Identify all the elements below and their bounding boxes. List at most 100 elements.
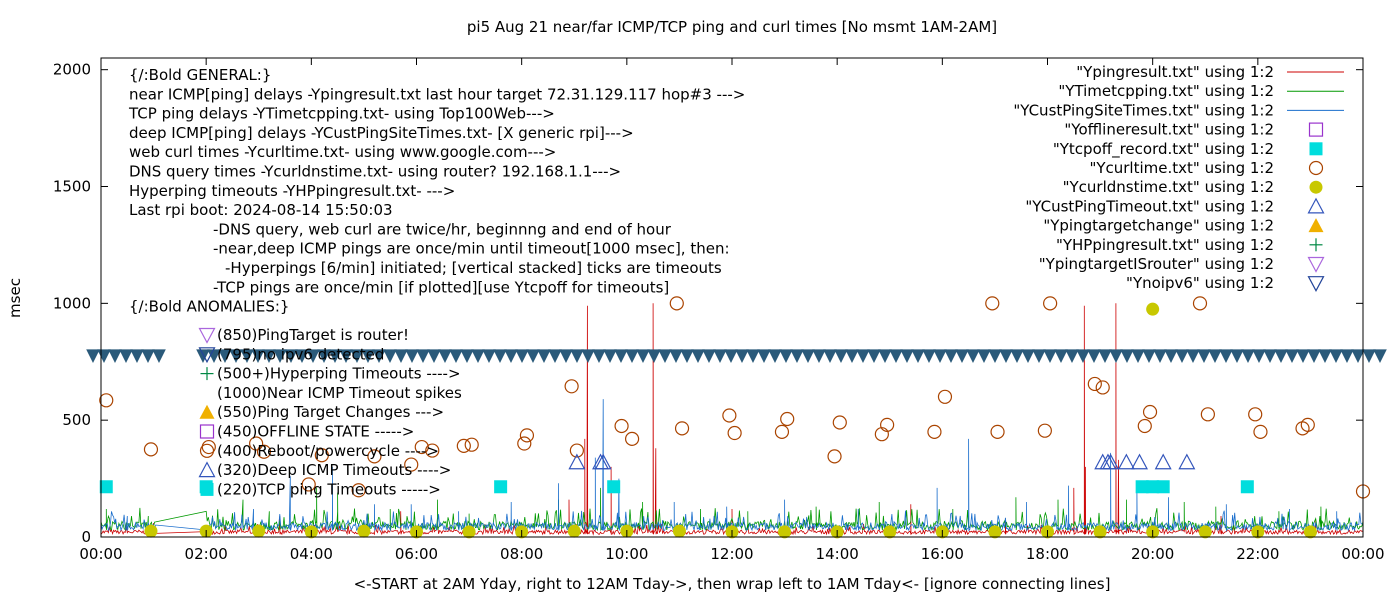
curl-time-point: [937, 389, 953, 404]
noipv6-marker: [845, 349, 859, 364]
noipv6-marker: [955, 349, 969, 364]
curl-time-point: [564, 379, 579, 394]
noipv6-marker: [713, 349, 727, 364]
anomaly-marker: [200, 482, 214, 496]
tcp-timeout-point: [1240, 480, 1254, 494]
noipv6-marker: [735, 349, 749, 364]
noipv6-marker: [1032, 349, 1046, 364]
x-tick-label: 16:00: [921, 545, 964, 563]
legend-marker-swatch: [1307, 256, 1325, 273]
dns-time-point: [252, 524, 266, 538]
x-tick-label: 00:00: [1341, 545, 1384, 563]
curl-time-point: [351, 483, 366, 498]
noipv6-marker: [878, 349, 892, 364]
annotation-line: Hyperping timeouts -YHPpingresult.txt- -…: [129, 182, 455, 200]
dns-time-point: [1198, 525, 1212, 539]
noipv6-marker: [988, 349, 1002, 364]
noipv6-marker: [559, 349, 573, 364]
curl-time-point: [256, 444, 272, 459]
noipv6-marker: [493, 349, 507, 364]
y-axis-label: msec: [6, 278, 24, 318]
noipv6-marker: [812, 349, 826, 364]
legend-marker-swatch: [1308, 218, 1324, 233]
noipv6-marker: [1065, 349, 1079, 364]
curl-time-point: [674, 421, 690, 436]
noipv6-marker: [482, 349, 496, 364]
annotation-line: deep ICMP[ping] delays -YCustPingSiteTim…: [129, 124, 634, 142]
noipv6-marker: [1131, 349, 1145, 364]
anomaly-label: (400)Reboot/powercycle ---->: [217, 442, 439, 460]
noipv6-marker: [1153, 349, 1167, 364]
legend-marker-swatch: [1309, 238, 1323, 252]
annotation-block: {/:Bold GENERAL:}near ICMP[ping] delays …: [128, 66, 745, 316]
y-tick-label: 2000: [53, 61, 91, 79]
noipv6-marker: [1296, 349, 1310, 364]
noipv6-marker: [372, 349, 386, 364]
x-tick-label: 22:00: [1236, 545, 1279, 563]
dns-time-point: [1303, 525, 1317, 539]
annotation-line: {/:Bold ANOMALIES:}: [129, 298, 289, 316]
annotation-line: -TCP pings are once/min [if plotted][use…: [213, 278, 669, 296]
noipv6-marker: [460, 349, 474, 364]
noipv6-marker: [350, 349, 364, 364]
noipv6-marker: [658, 349, 672, 364]
noipv6-marker: [1362, 349, 1376, 364]
noipv6-marker: [229, 349, 243, 364]
legend-label: "YpingtargetISrouter" using 1:2: [1039, 255, 1274, 273]
x-tick-label: 18:00: [1026, 545, 1069, 563]
noipv6-marker: [746, 349, 760, 364]
noipv6-marker: [97, 349, 111, 364]
anomaly-marker: [199, 424, 215, 439]
legend-label: "Ynoipv6" using 1:2: [1126, 274, 1274, 292]
curl-time-point: [1192, 296, 1208, 311]
noipv6-marker: [108, 349, 122, 364]
noipv6-marker: [647, 349, 661, 364]
tcp-timeout-point: [1135, 480, 1149, 494]
axis-ticks: 00:00 02:00 04:00 06:00 08:00 10:00 12:00 14:00…: [53, 58, 1385, 563]
noipv6-marker: [240, 349, 254, 364]
noipv6-marker: [1098, 349, 1112, 364]
curl-time-point: [780, 411, 795, 427]
curl-time-point: [827, 449, 842, 464]
noipv6-marker: [1164, 349, 1178, 364]
noipv6-marker: [636, 349, 650, 364]
noipv6-marker: [295, 349, 309, 364]
noipv6-band: [86, 349, 1387, 364]
anomaly-label: (500+)Hyperping Timeouts ---->: [217, 365, 461, 383]
curl-time-point: [314, 448, 329, 463]
anomaly-label: (220)TCP ping Timeouts ----->: [217, 480, 441, 498]
anomaly-label: (450)OFFLINE STATE ----->: [217, 423, 414, 441]
y-tick-label: 1000: [53, 294, 91, 312]
legend: "Ypingresult.txt" using 1:2"YTimetcpping…: [1013, 63, 1344, 292]
noipv6-marker: [691, 349, 705, 364]
noipv6-marker: [130, 349, 144, 364]
curl-time-point: [614, 418, 629, 434]
curl-time-point: [414, 439, 429, 455]
noipv6-marker: [1263, 349, 1277, 364]
noipv6-marker: [823, 349, 837, 364]
curl-time-point: [832, 415, 847, 430]
noipv6-marker: [900, 349, 914, 364]
noipv6-marker: [922, 349, 936, 364]
noipv6-marker: [933, 349, 947, 364]
deep-icmp-timeout-point: [1094, 453, 1112, 470]
x-tick-label: 06:00: [395, 545, 438, 563]
legend-marker-swatch: [1308, 122, 1324, 137]
curl-time-point: [425, 443, 440, 458]
noipv6-marker: [603, 349, 617, 364]
series-line-ycustpingsitetimes-txt: [100, 399, 1364, 532]
noipv6-marker: [1340, 349, 1354, 364]
noipv6-marker: [317, 349, 331, 364]
deep-icmp-timeout-point: [568, 453, 586, 470]
dns-time-point: [778, 525, 792, 539]
chart-title: pi5 Aug 21 near/far ICMP/TCP ping and cu…: [467, 18, 997, 36]
x-tick-label: 02:00: [185, 545, 228, 563]
noipv6-marker: [790, 349, 804, 364]
anomaly-label: (550)Ping Target Changes --->: [217, 403, 444, 421]
anomaly-label: (320)Deep ICMP Timeouts ---->: [217, 461, 451, 479]
noipv6-marker: [834, 349, 848, 364]
noipv6-marker: [273, 349, 287, 364]
noipv6-marker: [394, 349, 408, 364]
curl-time-point: [927, 424, 942, 439]
